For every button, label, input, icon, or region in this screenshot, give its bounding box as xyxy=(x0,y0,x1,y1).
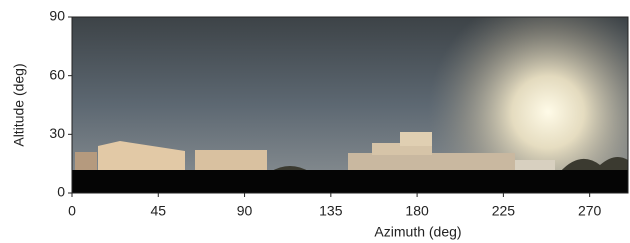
panorama-image xyxy=(72,17,628,193)
y-tick-label: 60 xyxy=(49,66,65,82)
x-tick-label: 225 xyxy=(492,203,516,219)
x-tick-label: 90 xyxy=(237,203,253,219)
x-axis-title: Azimuth (deg) xyxy=(374,224,461,240)
chart: Azimuth (deg) Altitude (deg) 0 45 90 135 180… xyxy=(0,0,630,243)
x-tick-label: 0 xyxy=(68,203,76,219)
x-tick-label: 135 xyxy=(319,203,343,219)
x-tick-label: 270 xyxy=(578,203,602,219)
y-tick-label: 90 xyxy=(49,8,65,24)
x-tick-label: 180 xyxy=(405,203,429,219)
x-tick-label: 45 xyxy=(150,203,166,219)
y-tick-label: 30 xyxy=(49,125,65,141)
y-axis-title: Altitude (deg) xyxy=(11,63,27,146)
y-tick-label: 0 xyxy=(57,184,65,200)
